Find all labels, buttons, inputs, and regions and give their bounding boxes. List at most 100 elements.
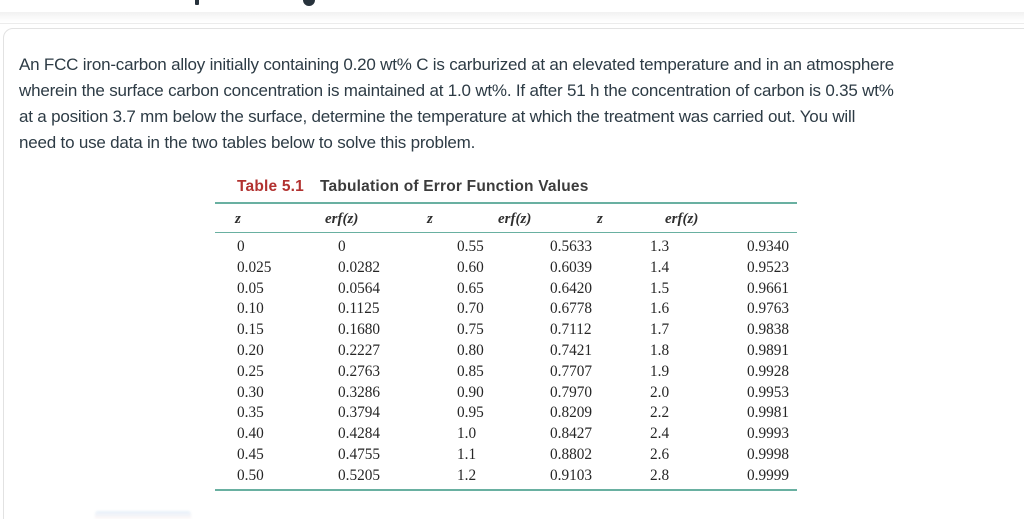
app-header-cutoff	[0, 0, 1024, 12]
table-cell: 1.0	[457, 425, 477, 443]
table-body: 0 0 0.55 0.5633 1.3 0.9340 0.025 0.0282 0.60 0.60…	[215, 233, 797, 486]
table-cell: 0.9993	[747, 425, 790, 443]
table-cell: 0.0564	[338, 279, 381, 297]
table-cell: 0.70	[457, 300, 484, 318]
table-cell: 0.25	[237, 362, 264, 380]
problem-line: need to use data in the two tables below…	[19, 133, 476, 152]
table-cell: 0.3286	[338, 383, 381, 401]
table-cell: 0.85	[457, 362, 484, 380]
table-cell: 0.2227	[338, 341, 381, 359]
table-row: 0.05 0.0564 0.65 0.6420 1.5 0.9661	[215, 278, 797, 299]
table-cell: 0.1680	[338, 321, 381, 339]
table-cell: 0.9953	[747, 383, 790, 401]
table-cell: 0.90	[457, 383, 484, 401]
table-cell: 0.20	[237, 341, 264, 359]
table-row: 0.15 0.1680 0.75 0.7112 1.7 0.9838	[215, 319, 797, 340]
table-cell: 0.9891	[747, 341, 790, 359]
table-cell: 0.7970	[550, 383, 593, 401]
table-row: 0.10 0.1125 0.70 0.6778 1.6 0.9763	[215, 298, 797, 319]
table-cell: 0.7707	[550, 362, 593, 380]
table-cell: 2.0	[650, 383, 670, 401]
header-shadow	[0, 12, 1024, 22]
problem-line: at a position 3.7 mm below the surface, …	[19, 107, 856, 126]
table-row: 0.35 0.3794 0.95 0.8209 2.2 0.9981	[215, 402, 797, 423]
table-cell: 0	[338, 238, 346, 255]
table-cell: 0.45	[237, 445, 264, 463]
table-rule-bottom	[215, 488, 797, 491]
table-cell: 0.15	[237, 321, 264, 339]
table-row: 0.20 0.2227 0.80 0.7421 1.8 0.9891	[215, 340, 797, 361]
col-header: erf(z)	[665, 211, 699, 227]
table-cell: 1.6	[650, 300, 670, 318]
table-header-row: z erf(z) z erf(z) z erf(z)	[215, 204, 797, 232]
table-row: 0.45 0.4755 1.1 0.8802 2.6 0.9998	[215, 444, 797, 465]
table-cell: 0.4284	[338, 425, 381, 443]
table-cell: 0.30	[237, 383, 264, 401]
table-caption: Table 5.1 Tabulation of Error Function Va…	[215, 178, 797, 202]
table-cell: 0.60	[457, 258, 484, 276]
table-cell: 0	[237, 238, 245, 255]
table-cell: 0.9523	[747, 258, 790, 276]
col-header: z	[235, 211, 241, 227]
problem-statement: An FCC iron-carbon alloy initially conta…	[19, 52, 1019, 156]
table-row: 0.025 0.0282 0.60 0.6039 1.4 0.9523	[215, 257, 797, 278]
table-cell: 0.50	[237, 466, 264, 484]
table-cell: 0.1125	[338, 300, 380, 318]
cutoff-text-fragment	[303, 0, 315, 6]
table-cell: 0.025	[237, 258, 272, 276]
table-cell: 1.5	[650, 279, 670, 297]
table-cell: 0.5205	[338, 466, 381, 484]
col-header: z	[427, 211, 433, 227]
table-cell: 2.4	[650, 425, 670, 443]
table-rule-mid	[215, 232, 797, 233]
table-cell: 1.7	[650, 321, 670, 339]
table-cell: 0.9103	[550, 466, 593, 484]
table-cell: 0.65	[457, 279, 484, 297]
table-cell: 0.2763	[338, 362, 381, 380]
table-cell: 1.2	[457, 466, 477, 484]
table-cell: 0.55	[457, 238, 484, 255]
table-cell: 0.9763	[747, 300, 790, 318]
table-cell: 0.9981	[747, 404, 790, 422]
table-cell: 2.8	[650, 466, 670, 484]
table-cell: 0.9340	[747, 238, 790, 255]
erf-table-figure: Table 5.1 Tabulation of Error Function Va…	[215, 178, 797, 491]
table-cell: 0.6420	[550, 279, 593, 297]
table-title: Tabulation of Error Function Values	[320, 178, 589, 195]
header-divider	[0, 23, 1024, 24]
table-cell: 0.8802	[550, 445, 593, 463]
question-card	[3, 28, 1024, 519]
table-cell: 0.95	[457, 404, 484, 422]
table-cell: 0.9661	[747, 279, 790, 297]
table-cell: 0.05	[237, 279, 264, 297]
table-rule-top	[215, 202, 797, 204]
table-cell: 0.75	[457, 321, 484, 339]
table-cell: 1.4	[650, 258, 670, 276]
table-row: 0.30 0.3286 0.90 0.7970 2.0 0.9953	[215, 382, 797, 403]
problem-line: wherein the surface carbon concentration…	[19, 81, 894, 100]
table-row: 0 0 0.55 0.5633 1.3 0.9340	[215, 236, 797, 257]
table-cell: 1.9	[650, 362, 670, 380]
table-cell: 0.9928	[747, 362, 790, 380]
table-cell: 1.3	[650, 238, 670, 255]
table-cell: 0.6778	[550, 300, 593, 318]
table-cell: 0.0282	[338, 258, 381, 276]
table-cell: 0.7112	[550, 321, 592, 339]
table-cell: 0.7421	[550, 341, 593, 359]
table-cell: 0.4755	[338, 445, 381, 463]
table-number-label: Table 5.1	[237, 178, 304, 195]
table-cell: 0.80	[457, 341, 484, 359]
table-cell: 0.3794	[338, 404, 381, 422]
col-header: erf(z)	[498, 211, 532, 227]
table-cell: 0.9838	[747, 321, 790, 339]
table-cell: 2.2	[650, 404, 670, 422]
table-cell: 1.8	[650, 341, 670, 359]
table-row: 0.25 0.2763 0.85 0.7707 1.9 0.9928	[215, 361, 797, 382]
cutoff-content-fragment	[95, 511, 191, 519]
table-cell: 0.6039	[550, 258, 593, 276]
table-cell: 0.40	[237, 425, 264, 443]
table-cell: 1.1	[457, 445, 477, 463]
table-row: 0.40 0.4284 1.0 0.8427 2.4 0.9993	[215, 423, 797, 444]
table-cell: 0.8209	[550, 404, 593, 422]
